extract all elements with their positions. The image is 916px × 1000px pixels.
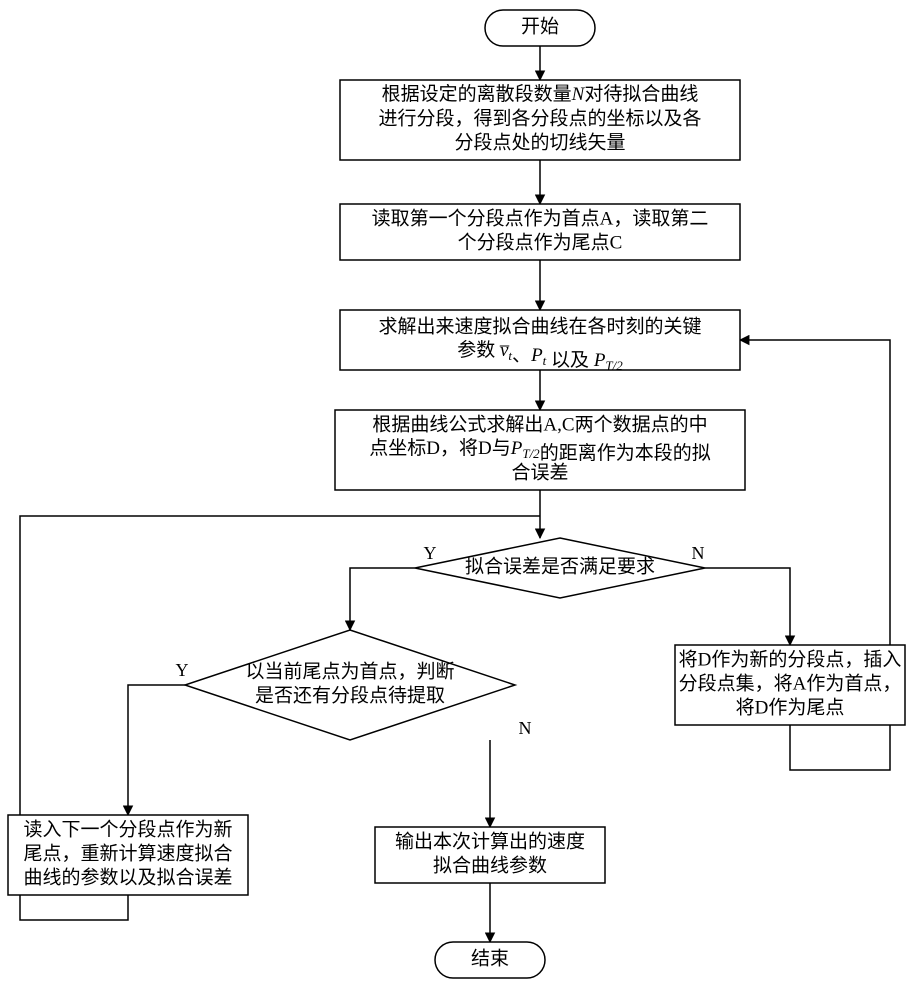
node-text: 开始	[521, 15, 559, 37]
node-text: 读入下一个分段点作为新	[23, 818, 232, 840]
flow-edge	[128, 685, 185, 815]
flow-edge	[350, 568, 415, 630]
node-text: 是否还有分段点待提取	[255, 684, 445, 706]
node-text: 以当前尾点为首点，判断	[245, 660, 454, 682]
node-text: 进行分段，得到各分段点的坐标以及各	[378, 107, 701, 129]
node-text: 根据设定的离散段数量N对待拟合曲线	[382, 83, 699, 105]
edges: Y N Y N	[20, 46, 890, 942]
node-text: 将D作为新的分段点，插入	[679, 648, 902, 670]
edge-label: Y	[424, 543, 437, 563]
node-text: 分段点处的切线矢量	[454, 131, 625, 153]
node-text: 尾点，重新计算速度拟合	[23, 842, 232, 864]
node-text: 合误差	[511, 461, 568, 483]
node-text: 结束	[471, 947, 509, 969]
node-text: 输出本次计算出的速度	[395, 830, 585, 852]
node-text: 曲线的参数以及拟合误差	[23, 866, 232, 888]
node-text: 分段点集，将A作为首点，	[679, 672, 902, 694]
node-text: 求解出来速度拟合曲线在各时刻的关键	[378, 315, 701, 337]
node-text: 根据曲线公式求解出A,C两个数据点的中	[372, 413, 707, 435]
node-text: 拟合误差是否满足要求	[465, 555, 655, 577]
node-text: 个分段点作为尾点C	[458, 231, 623, 253]
edge-label: N	[692, 543, 705, 563]
node-text: 将D作为尾点	[736, 696, 845, 718]
nodes: 开始根据设定的离散段数量N对待拟合曲线进行分段，得到各分段点的坐标以及各分段点处…	[8, 10, 905, 978]
edge-label: N	[519, 718, 532, 738]
flow-edge	[705, 568, 790, 645]
node-text: 拟合曲线参数	[433, 854, 547, 876]
edge-label: Y	[176, 660, 189, 680]
node-text: 读取第一个分段点作为首点A，读取第二	[372, 207, 709, 229]
